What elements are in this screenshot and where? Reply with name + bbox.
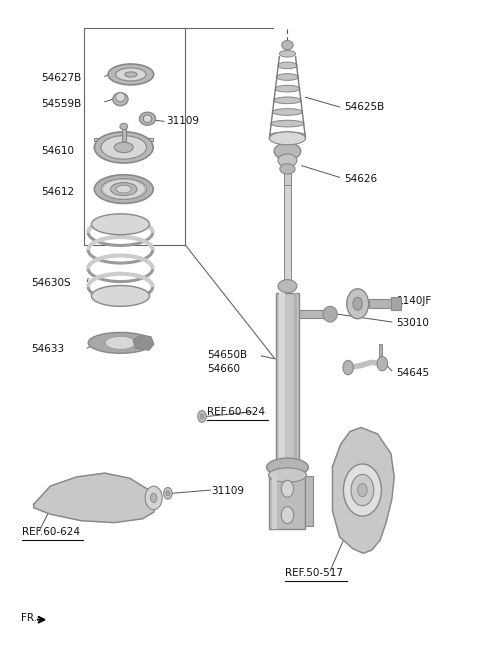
Ellipse shape: [276, 74, 299, 80]
Circle shape: [145, 486, 162, 510]
Bar: [294, 292, 297, 468]
Text: 54660: 54660: [207, 364, 240, 374]
Circle shape: [351, 474, 374, 506]
Ellipse shape: [275, 85, 300, 92]
Circle shape: [343, 361, 353, 374]
Ellipse shape: [101, 136, 146, 159]
Polygon shape: [133, 335, 154, 350]
Bar: [284, 147, 291, 185]
Ellipse shape: [274, 97, 301, 104]
Ellipse shape: [268, 468, 306, 482]
Text: 54630S: 54630S: [31, 278, 71, 288]
Bar: [391, 297, 401, 310]
Circle shape: [164, 487, 172, 499]
Bar: [284, 185, 291, 286]
Ellipse shape: [116, 93, 125, 102]
Text: 54610: 54610: [41, 147, 74, 156]
Ellipse shape: [274, 143, 301, 160]
Circle shape: [198, 411, 206, 422]
Ellipse shape: [279, 51, 296, 57]
Circle shape: [377, 357, 387, 371]
Ellipse shape: [278, 280, 297, 292]
Ellipse shape: [282, 41, 293, 50]
Bar: [305, 476, 312, 526]
Circle shape: [281, 480, 294, 497]
Polygon shape: [95, 137, 153, 141]
Ellipse shape: [120, 124, 128, 130]
Text: REF.50-517: REF.50-517: [285, 568, 343, 578]
Text: 54633: 54633: [31, 344, 64, 354]
Ellipse shape: [271, 120, 304, 127]
Polygon shape: [333, 428, 394, 553]
Ellipse shape: [114, 142, 133, 152]
Text: 31109: 31109: [212, 486, 244, 496]
Ellipse shape: [113, 93, 128, 106]
Bar: [279, 292, 285, 468]
Ellipse shape: [110, 183, 137, 196]
Ellipse shape: [266, 458, 308, 476]
Circle shape: [166, 491, 170, 496]
Polygon shape: [105, 336, 136, 350]
Text: 54645: 54645: [396, 368, 430, 378]
Ellipse shape: [95, 132, 153, 163]
Ellipse shape: [116, 68, 146, 81]
Ellipse shape: [278, 154, 297, 167]
Ellipse shape: [278, 62, 297, 69]
Text: 54559B: 54559B: [41, 99, 81, 109]
Circle shape: [281, 507, 294, 524]
Ellipse shape: [108, 64, 154, 85]
Text: 54650B: 54650B: [207, 350, 247, 359]
Circle shape: [353, 297, 362, 310]
Ellipse shape: [269, 132, 305, 145]
Ellipse shape: [139, 112, 156, 125]
Circle shape: [150, 493, 157, 503]
Bar: [369, 299, 391, 308]
Ellipse shape: [91, 286, 149, 306]
Text: 1140JF: 1140JF: [396, 296, 432, 306]
Text: 54612: 54612: [41, 187, 74, 196]
Circle shape: [358, 484, 367, 497]
Bar: [272, 473, 276, 529]
Text: FR.: FR.: [21, 614, 37, 623]
Polygon shape: [88, 332, 153, 353]
Ellipse shape: [116, 185, 132, 193]
Bar: [299, 310, 329, 318]
Bar: [276, 292, 299, 468]
Bar: [379, 344, 382, 363]
Text: 54626: 54626: [344, 173, 377, 184]
Circle shape: [343, 464, 382, 516]
Bar: [269, 473, 305, 529]
Ellipse shape: [272, 108, 303, 115]
Text: 54625B: 54625B: [344, 102, 384, 112]
Circle shape: [347, 289, 369, 319]
Ellipse shape: [91, 214, 149, 235]
Ellipse shape: [101, 179, 146, 200]
Circle shape: [200, 414, 204, 419]
Ellipse shape: [269, 132, 305, 139]
Ellipse shape: [95, 175, 153, 204]
Bar: [122, 127, 126, 141]
Text: REF.60-624: REF.60-624: [207, 407, 265, 417]
Ellipse shape: [323, 306, 337, 322]
Ellipse shape: [125, 72, 137, 77]
Text: 54627B: 54627B: [41, 73, 81, 83]
Text: REF.60-624: REF.60-624: [22, 527, 80, 537]
Polygon shape: [34, 473, 158, 522]
Ellipse shape: [280, 164, 295, 174]
Ellipse shape: [143, 115, 152, 123]
Text: 53010: 53010: [396, 318, 430, 328]
Text: 31109: 31109: [167, 116, 200, 126]
